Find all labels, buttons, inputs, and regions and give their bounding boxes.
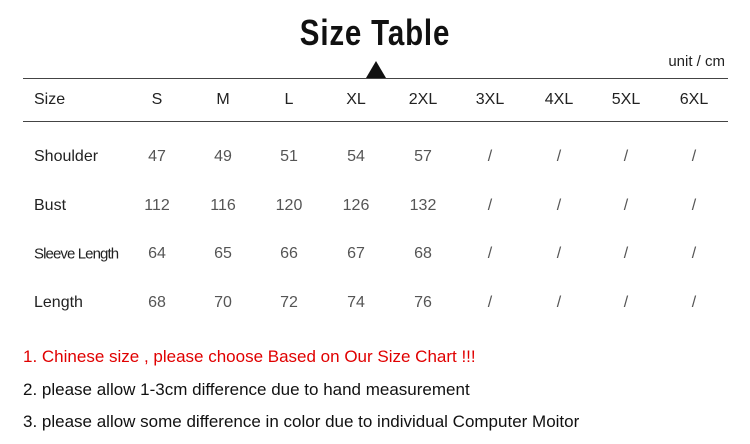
table-cell: 66 bbox=[280, 245, 298, 262]
row-label: Shoulder bbox=[34, 148, 99, 165]
table-cell: / bbox=[487, 245, 493, 262]
table-cell: 67 bbox=[347, 245, 365, 262]
header-size-6xl: 6XL bbox=[679, 91, 709, 108]
header-size-s: S bbox=[151, 91, 163, 108]
table-cell: 126 bbox=[342, 197, 370, 214]
page-title: Size Table bbox=[299, 12, 451, 53]
table-cell: 116 bbox=[210, 197, 236, 214]
table-cell: / bbox=[623, 197, 629, 214]
header-size-label: Size bbox=[34, 91, 66, 108]
table-cell: / bbox=[623, 294, 629, 311]
note-2: 2. please allow 1-3cm difference due to … bbox=[23, 380, 470, 399]
header-size-4xl: 4XL bbox=[544, 91, 574, 108]
unit-label: unit / cm bbox=[668, 53, 725, 70]
table-cell: 68 bbox=[414, 245, 432, 262]
header-size-l: L bbox=[284, 91, 294, 108]
divider-header bbox=[23, 121, 728, 122]
table-cell: 70 bbox=[214, 294, 232, 311]
table-cell: / bbox=[487, 197, 493, 214]
header-size-2xl: 2XL bbox=[408, 91, 438, 108]
table-cell: / bbox=[691, 148, 697, 165]
header-size-3xl: 3XL bbox=[475, 91, 505, 108]
table-cell: / bbox=[487, 148, 493, 165]
table-cell: / bbox=[691, 294, 697, 311]
table-cell: / bbox=[556, 148, 562, 165]
table-cell: / bbox=[556, 245, 562, 262]
table-cell: 64 bbox=[148, 245, 166, 262]
table-cell: 57 bbox=[414, 148, 432, 165]
divider-top bbox=[23, 78, 728, 79]
table-cell: 120 bbox=[275, 197, 303, 214]
header-size-xl: XL bbox=[346, 91, 366, 108]
table-cell: 132 bbox=[409, 197, 437, 214]
table-cell: / bbox=[556, 294, 562, 311]
table-cell: / bbox=[487, 294, 493, 311]
table-cell: / bbox=[623, 245, 629, 262]
table-cell: 47 bbox=[148, 148, 166, 165]
table-cell: / bbox=[623, 148, 629, 165]
triangle-marker-icon bbox=[366, 61, 386, 78]
table-cell: / bbox=[691, 197, 697, 214]
row-label: Bust bbox=[34, 197, 67, 214]
table-cell: / bbox=[556, 197, 562, 214]
table-cell: 72 bbox=[280, 294, 298, 311]
table-cell: 51 bbox=[280, 148, 298, 165]
header-size-5xl: 5XL bbox=[611, 91, 641, 108]
row-label: Sleeve Length bbox=[34, 245, 119, 263]
table-cell: 49 bbox=[214, 148, 232, 165]
note-3: 3. please allow some difference in color… bbox=[23, 412, 580, 431]
table-cell: 112 bbox=[144, 197, 170, 214]
row-label: Length bbox=[34, 294, 83, 311]
table-cell: / bbox=[691, 245, 697, 262]
table-cell: 54 bbox=[347, 148, 365, 165]
table-cell: 76 bbox=[414, 294, 432, 311]
table-cell: 74 bbox=[347, 294, 365, 311]
table-cell: 65 bbox=[214, 245, 232, 262]
note-1: 1. Chinese size , please choose Based on… bbox=[23, 347, 476, 366]
table-cell: 68 bbox=[148, 294, 166, 311]
header-size-m: M bbox=[216, 91, 230, 108]
